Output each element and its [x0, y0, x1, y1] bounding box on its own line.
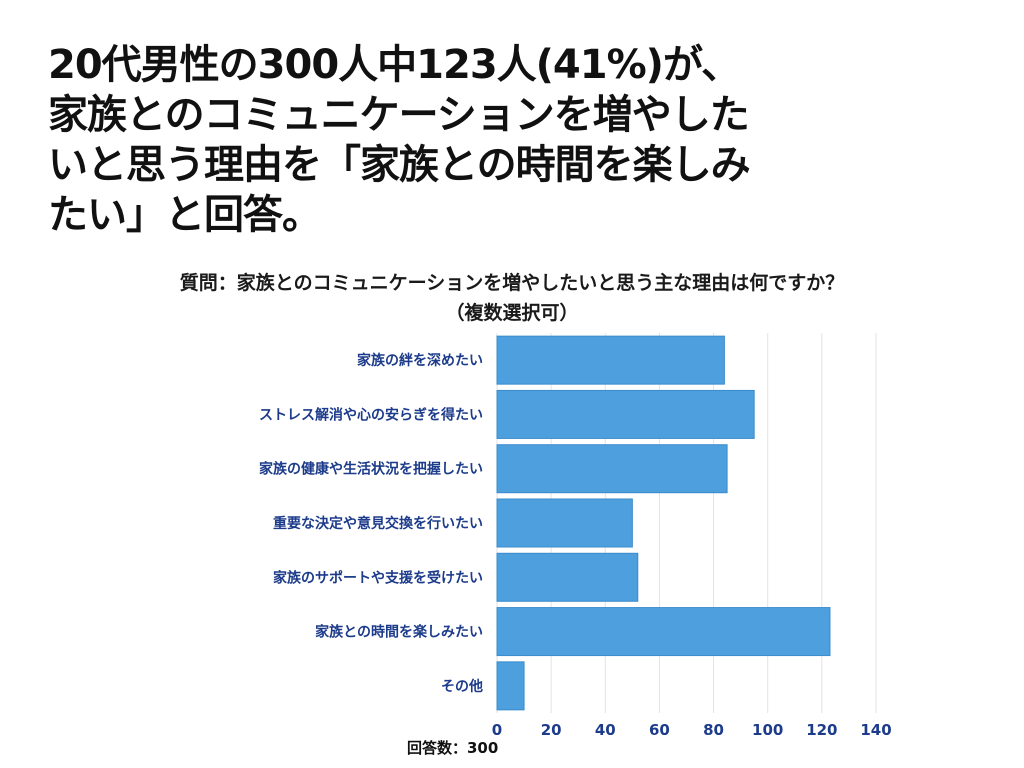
question-note: （複数選択可）: [445, 302, 579, 324]
bar: [496, 335, 725, 385]
bars: [496, 335, 831, 711]
x-tick-label: 80: [703, 721, 724, 739]
question-text: 質問：家族とのコミュニケーションを増やしたいと思う主な理由は何ですか？ （複数選…: [0, 268, 1024, 328]
category-label: 家族の絆を深めたい: [357, 352, 483, 369]
bar: [496, 444, 728, 494]
category-label: ストレス解消や心の安らぎを得たい: [259, 406, 483, 423]
x-tick-label: 20: [541, 721, 562, 739]
category-label: 家族の健康や生活状況を把握したい: [259, 461, 483, 478]
x-tick-label: 120: [806, 721, 837, 739]
x-tick-label: 100: [752, 721, 783, 739]
headline: 20代男性の300人中123人(41%)が、 家族とのコミュニケーションを増やし…: [48, 42, 751, 238]
category-label: 家族との時間を楽しみたい: [315, 624, 483, 641]
x-tick-label: 0: [492, 721, 502, 739]
bar: [496, 389, 755, 439]
x-tick-label: 140: [860, 721, 891, 739]
x-tick-label: 40: [595, 721, 616, 739]
bar: [496, 661, 525, 711]
category-labels: 家族の絆を深めたいストレス解消や心の安らぎを得たい家族の健康や生活状況を把握した…: [259, 352, 483, 695]
bar: [496, 607, 831, 657]
x-tick-label: 60: [649, 721, 670, 739]
category-label: その他: [441, 678, 483, 695]
category-label: 重要な決定や意見交換を行いたい: [273, 515, 483, 532]
category-label: 家族のサポートや支援を受けたい: [273, 569, 483, 586]
respondent-count: 回答数：300: [407, 739, 499, 757]
bar: [496, 552, 639, 602]
bar: [496, 498, 633, 548]
question-line: 質問：家族とのコミュニケーションを増やしたいと思う主な理由は何ですか？: [179, 272, 845, 294]
x-axis-ticks: 0 20 40 60 80 100 120 140: [492, 721, 892, 739]
